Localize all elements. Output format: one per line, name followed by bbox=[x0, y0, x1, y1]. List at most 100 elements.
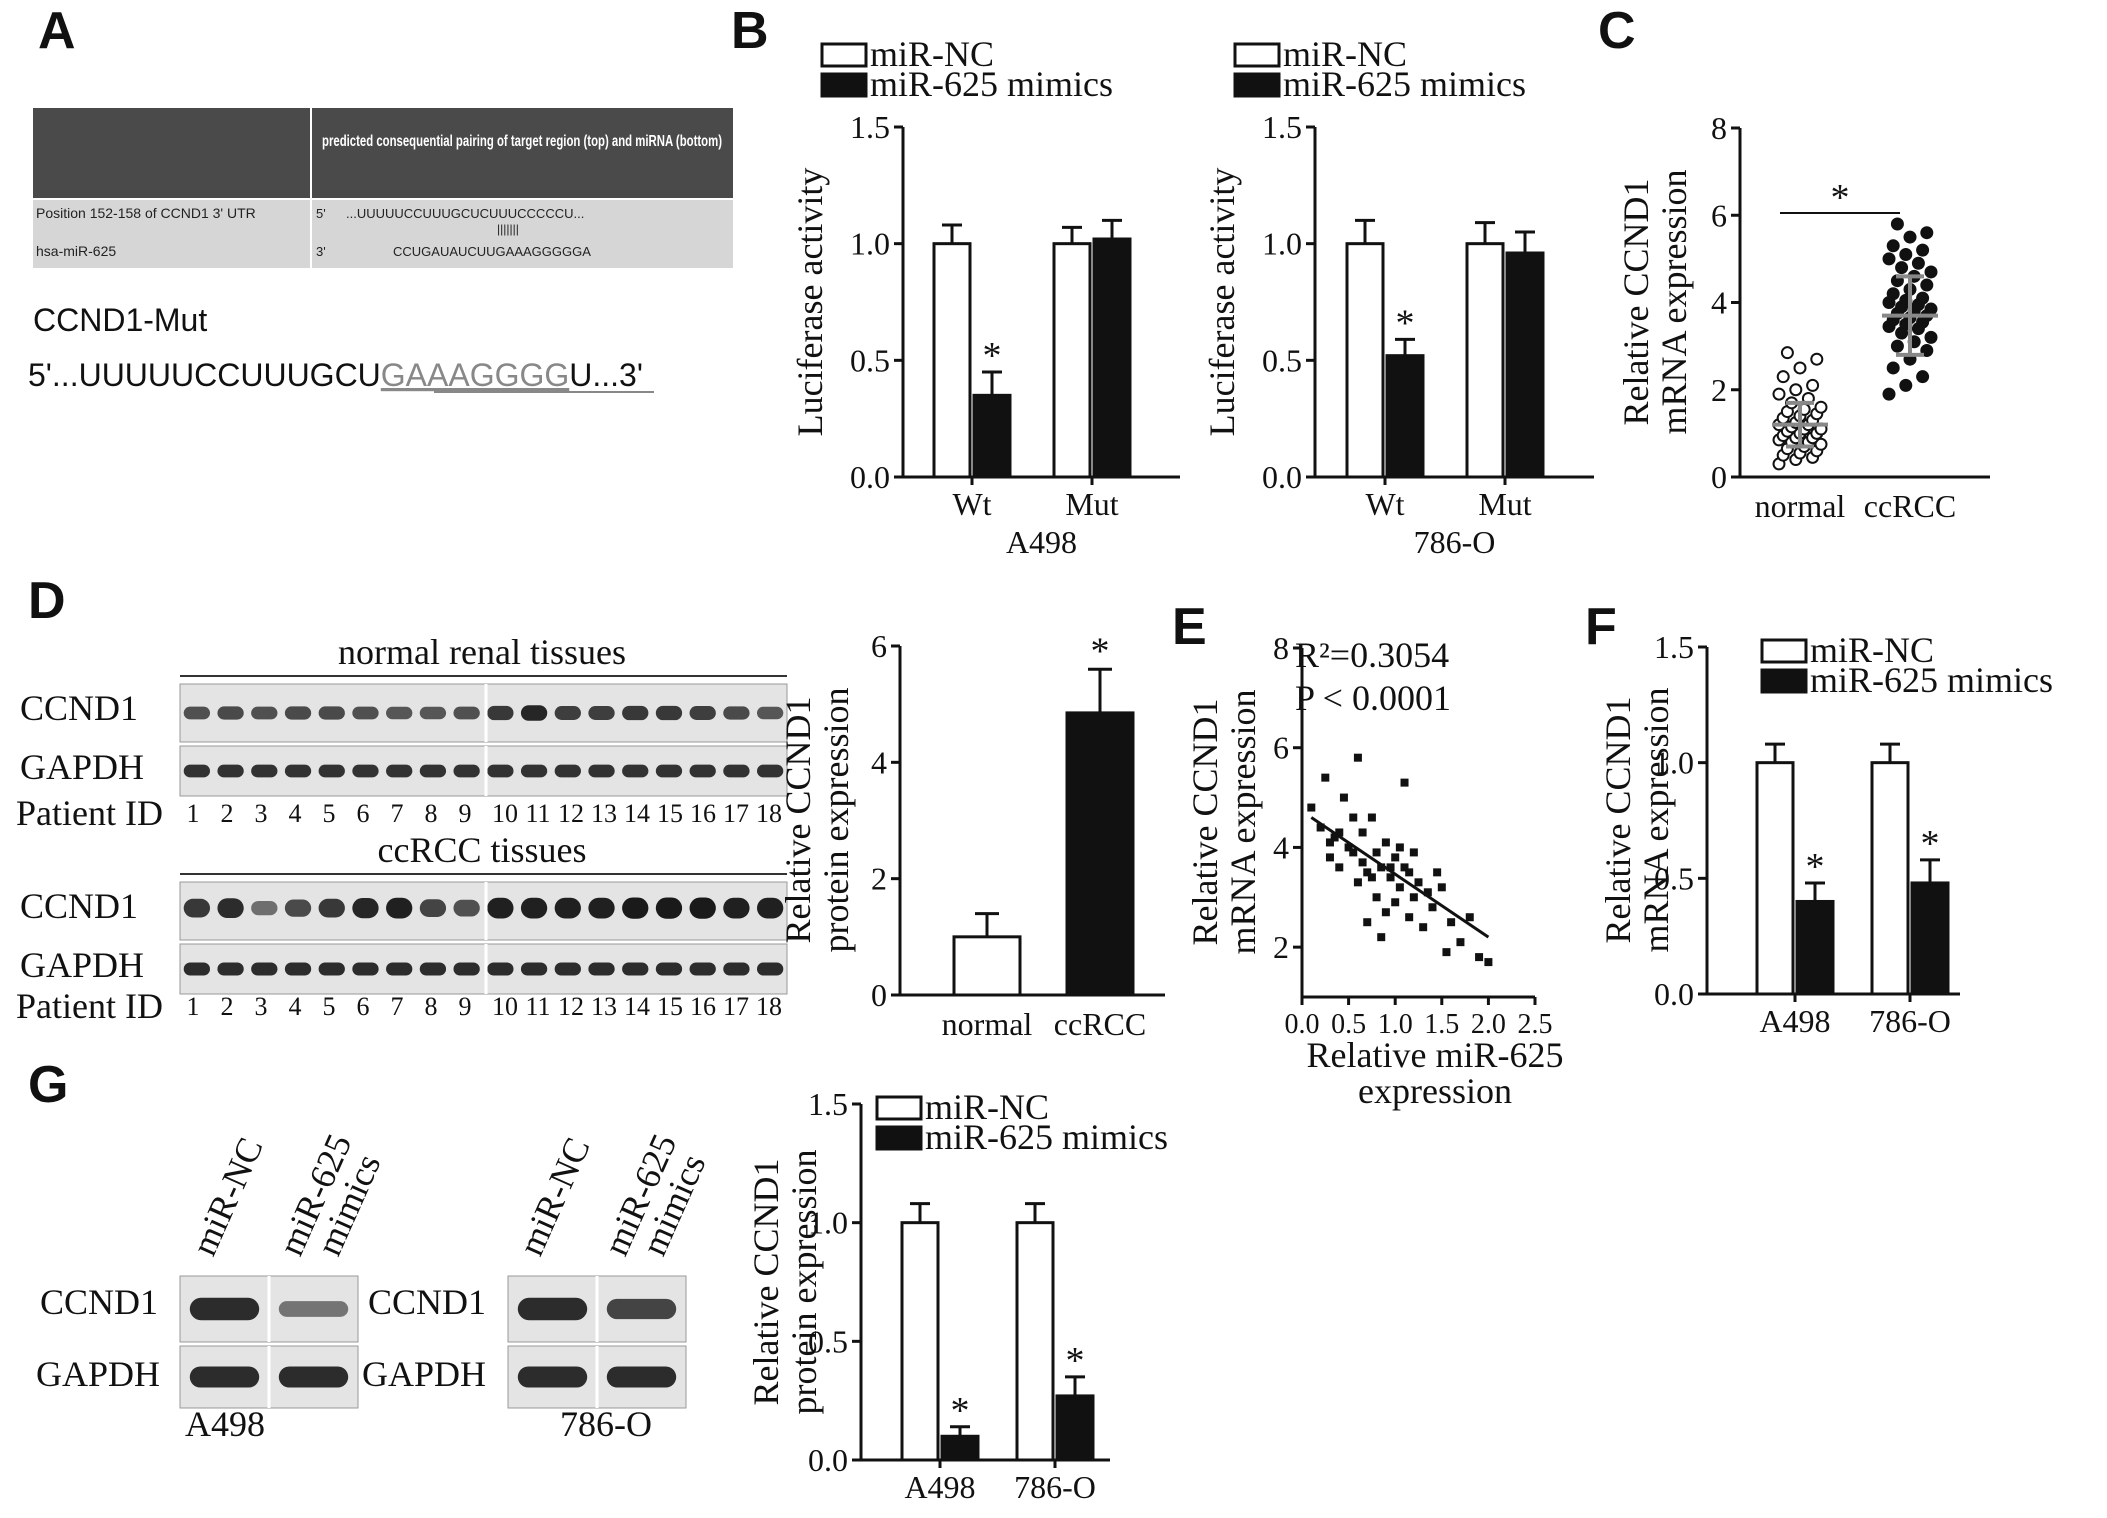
blot-band bbox=[352, 764, 379, 778]
data-point bbox=[1391, 853, 1400, 862]
blot-band bbox=[318, 898, 345, 918]
data-point bbox=[1386, 863, 1395, 872]
patient-id-number: 14 bbox=[624, 992, 650, 1021]
lane-label-nc-2: miR-NC bbox=[511, 1132, 598, 1262]
blot-band bbox=[689, 897, 716, 919]
data-point bbox=[1367, 813, 1376, 822]
y-tick-label: 0.5 bbox=[1654, 860, 1694, 896]
blot-band bbox=[655, 764, 683, 778]
x-tick-label: 2.5 bbox=[1518, 1009, 1553, 1040]
legend-label-nc: miR-NC bbox=[1810, 630, 1934, 670]
y-axis-title-line: Luciferase activity bbox=[1202, 168, 1242, 437]
y-tick-label: 2 bbox=[1711, 372, 1727, 408]
y-tick-label: 0 bbox=[871, 977, 887, 1013]
blot-band bbox=[517, 1297, 588, 1321]
data-point bbox=[1886, 287, 1900, 301]
blot-band bbox=[251, 900, 278, 916]
patient-id-number: 17 bbox=[723, 799, 749, 828]
data-point bbox=[1924, 302, 1938, 316]
bar-mimics bbox=[1910, 881, 1950, 996]
data-point bbox=[1419, 923, 1428, 932]
blot-normal-gapdh bbox=[179, 745, 788, 797]
x-tick-label: normal bbox=[942, 1006, 1033, 1042]
chart-e: 2 4 6 8 0.0 0.5 1.0 1.5 2.0 2.5 Relative CCND1mRNA… bbox=[1185, 630, 1563, 1111]
y-axis-title-line: Relative CCND1 bbox=[746, 1159, 786, 1406]
blot-band bbox=[453, 706, 480, 720]
blot-band bbox=[419, 962, 447, 976]
data-point bbox=[1433, 868, 1442, 877]
ccrcc-title: ccRCC tissues bbox=[377, 830, 586, 870]
x-tick-label: 0.0 bbox=[1285, 1009, 1320, 1040]
patient-id-number: 6 bbox=[357, 799, 370, 828]
y-tick-label: 6 bbox=[1273, 730, 1289, 766]
blot-band bbox=[606, 1366, 677, 1388]
data-point bbox=[1776, 370, 1790, 384]
x-tick-label: ccRCC bbox=[1864, 488, 1956, 524]
data-point bbox=[1806, 378, 1820, 392]
blot-band bbox=[352, 897, 379, 919]
pairing-lines: ||||||| bbox=[497, 222, 519, 236]
data-point bbox=[1890, 217, 1904, 231]
panel-letter-e: E bbox=[1172, 598, 1207, 656]
blot-band bbox=[756, 706, 784, 720]
mut-prefix: 5'...UUUUUCCUUUGCU bbox=[28, 357, 381, 393]
data-point bbox=[1372, 893, 1381, 902]
data-point bbox=[1395, 843, 1404, 852]
significance-star: * bbox=[1091, 630, 1110, 672]
data-point bbox=[1307, 803, 1316, 812]
bar-mimics bbox=[1505, 251, 1545, 479]
blot-g-a498 bbox=[179, 1275, 359, 1409]
data-point bbox=[1409, 893, 1418, 902]
bar-mimics bbox=[1795, 899, 1835, 996]
patient-id-number: 2 bbox=[221, 799, 234, 828]
blot-band bbox=[284, 899, 312, 917]
g-a498-ccnd1-label: CCND1 bbox=[40, 1282, 158, 1322]
g-lane-labels-a498: miR-NC miR-625 mimics bbox=[184, 1128, 389, 1261]
blot-band bbox=[386, 962, 413, 976]
legend-swatch-mimics bbox=[1760, 668, 1808, 694]
y-tick-label: 8 bbox=[1711, 110, 1727, 146]
blot-band bbox=[554, 706, 581, 720]
patient-id-number: 2 bbox=[221, 992, 234, 1021]
data-point bbox=[1793, 361, 1807, 375]
y-axis-title: Relative CCND1protein expression bbox=[778, 688, 856, 953]
blot-background bbox=[179, 881, 788, 941]
data-point bbox=[1386, 873, 1395, 882]
y-tick-label: 2 bbox=[1273, 929, 1289, 965]
legend-label-mimics: miR-625 mimics bbox=[1283, 64, 1526, 104]
y-tick-label: 0.5 bbox=[850, 342, 890, 378]
lane-label-nc: miR-NC bbox=[184, 1132, 271, 1262]
patient-id-number: 7 bbox=[391, 799, 404, 828]
y-axis-title-line: mRNA expression bbox=[1654, 170, 1694, 435]
normal-gapdh-label: GAPDH bbox=[20, 747, 144, 787]
y-tick-label: 1.5 bbox=[1262, 109, 1302, 145]
ccrcc-patient-ids: 1 2 3 4 5 6 7 8 9 10 11 12 13 14 15 16 17 18 bbox=[187, 992, 783, 1021]
data-point bbox=[1920, 226, 1934, 240]
blot-band bbox=[588, 897, 615, 919]
significance-star: * bbox=[1831, 177, 1850, 219]
x-tick-label: Mut bbox=[1478, 486, 1531, 522]
y-tick-label: 0.0 bbox=[808, 1442, 848, 1478]
y-tick-label: 1.5 bbox=[808, 1086, 848, 1122]
blot-band bbox=[251, 764, 278, 778]
legend-label-mimics: miR-625 mimics bbox=[925, 1117, 1168, 1157]
blot-band bbox=[520, 962, 548, 976]
blot-band bbox=[419, 706, 447, 720]
blot-band bbox=[284, 764, 312, 778]
bar-nc bbox=[1870, 761, 1910, 996]
blot-band bbox=[689, 706, 716, 720]
blot-band bbox=[520, 705, 548, 721]
bar-nc bbox=[932, 242, 972, 479]
data-point bbox=[1400, 778, 1409, 787]
patient-id-number: 18 bbox=[756, 992, 782, 1021]
data-point bbox=[1465, 913, 1474, 922]
data-point bbox=[1920, 278, 1934, 292]
blot-band bbox=[520, 764, 548, 778]
y-tick-label: 1.0 bbox=[850, 226, 890, 262]
normal-patient-id: Patient ID bbox=[16, 793, 163, 833]
patient-id-number: 8 bbox=[425, 992, 438, 1021]
